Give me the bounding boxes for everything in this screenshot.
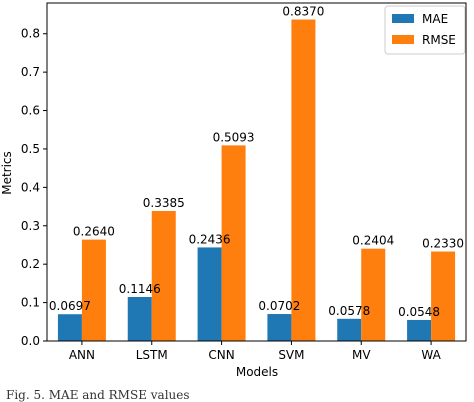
x-tick-label: WA <box>421 348 441 362</box>
x-tick-label: CNN <box>208 348 234 362</box>
bar-rmse-mv <box>361 248 386 341</box>
axes-frame <box>46 2 467 342</box>
y-tick-label: 0.7 <box>21 65 40 79</box>
legend-label-mae: MAE <box>422 12 448 26</box>
y-tick-label: 0.2 <box>21 257 40 271</box>
data-label-rmse-ann: 0.2640 <box>73 225 115 239</box>
bar-mae-cnn <box>197 247 222 341</box>
data-label-mae-ann: 0.0697 <box>49 299 91 313</box>
bar-mae-mv <box>337 318 362 341</box>
data-label-mae-cnn: 0.2436 <box>189 232 231 246</box>
bar-mae-svm <box>267 314 292 341</box>
y-tick-label: 0.3 <box>21 219 40 233</box>
data-label-rmse-cnn: 0.5093 <box>213 130 255 144</box>
data-label-mae-svm: 0.0702 <box>258 299 300 313</box>
data-label-rmse-wa: 0.2330 <box>422 237 464 251</box>
legend: MAE RMSE <box>384 5 466 55</box>
legend-label-rmse: RMSE <box>422 33 456 47</box>
bar-mae-lstm <box>127 296 152 341</box>
bar-mae-wa <box>407 319 432 341</box>
legend-swatch-mae <box>392 14 414 23</box>
bar-rmse-cnn <box>221 145 246 341</box>
data-label-rmse-lstm: 0.3385 <box>143 196 185 210</box>
y-tick-label: 0.0 <box>21 334 40 348</box>
x-tick-label: ANN <box>69 348 95 362</box>
y-tick-label: 0.4 <box>21 180 40 194</box>
bar-rmse-svm <box>291 19 316 342</box>
y-axis-title: Metrics <box>0 151 14 195</box>
data-label-rmse-mv: 0.2404 <box>352 234 394 248</box>
x-tick-label: MV <box>352 348 371 362</box>
data-label-mae-wa: 0.0548 <box>398 305 440 319</box>
bar-mae-ann <box>57 314 82 341</box>
x-axis-title: Models <box>236 365 278 379</box>
legend-swatch-rmse <box>392 35 414 44</box>
value-labels-layer: 0.0697 0.2640 0.1146 0.3385 0.2436 0.5093 0.07… <box>49 5 464 319</box>
y-tick-label: 0.5 <box>21 142 40 156</box>
y-tick-label: 0.1 <box>21 296 40 310</box>
bars-layer <box>57 19 456 342</box>
axes-layer: 0.0 0.1 0.2 0.3 0.4 0.5 0.6 0.7 0.8 ANN LSTM CNN SVM… <box>21 2 467 362</box>
y-tick-label: 0.8 <box>21 27 40 41</box>
x-tick-label: SVM <box>278 348 304 362</box>
y-tick-label: 0.6 <box>21 104 40 118</box>
data-label-mae-mv: 0.0578 <box>328 304 370 318</box>
x-tick-label: LSTM <box>136 348 168 362</box>
bar-rmse-lstm <box>151 210 176 341</box>
data-label-rmse-svm: 0.8370 <box>282 5 324 19</box>
bar-rmse-wa <box>431 251 456 341</box>
bar-rmse-ann <box>81 239 106 341</box>
bar-chart: 0.0697 0.2640 0.1146 0.3385 0.2436 0.5093 0.07… <box>0 2 467 379</box>
data-label-mae-lstm: 0.1146 <box>119 282 161 296</box>
figure-caption: Fig. 5. MAE and RMSE values <box>6 388 190 402</box>
